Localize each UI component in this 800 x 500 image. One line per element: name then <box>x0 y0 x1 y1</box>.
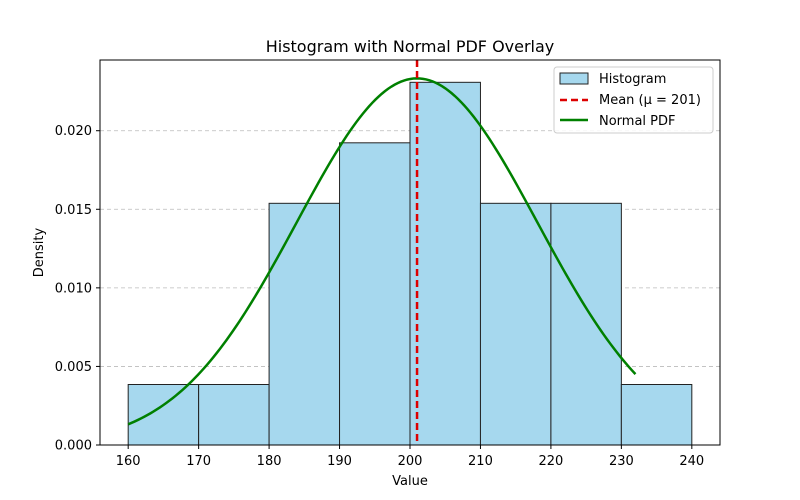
legend: Histogram Mean (μ = 201) Normal PDF <box>553 66 714 134</box>
legend-label-normal-pdf: Normal PDF <box>599 114 676 129</box>
axes-layer: 160 170 180 190 200 210 220 230 240 0.000 0.005 0.0… <box>55 124 704 469</box>
y-tick-label: 0.000 <box>55 439 92 454</box>
legend-label-mean: Mean (μ = 201) <box>599 93 701 108</box>
legend-box <box>553 66 714 134</box>
x-tick-label: 220 <box>538 454 563 469</box>
histogram-bar <box>409 81 481 446</box>
x-tick-label: 190 <box>327 454 352 469</box>
bars-layer <box>127 81 693 446</box>
x-tick-label: 230 <box>609 454 634 469</box>
histogram-bar <box>550 202 622 446</box>
x-tick-label: 240 <box>679 454 704 469</box>
x-tick-label: 170 <box>186 454 211 469</box>
x-tick-label: 180 <box>257 454 282 469</box>
normal-pdf-curve <box>127 77 637 426</box>
histogram-bar <box>268 202 341 446</box>
legend-label-histogram: Histogram <box>599 72 666 87</box>
histogram-bar <box>620 384 693 446</box>
y-tick-label: 0.020 <box>55 124 92 139</box>
histogram-bar <box>198 384 270 446</box>
legend-swatch-histogram <box>559 72 589 85</box>
histogram-bar <box>339 142 411 446</box>
chart-title: Histogram with Normal PDF Overlay <box>266 37 555 56</box>
x-axis-label: Value <box>392 474 428 489</box>
curve-layer <box>127 77 637 426</box>
histogram-bar <box>127 384 200 446</box>
y-tick-label: 0.015 <box>55 203 92 218</box>
x-tick-label: 160 <box>116 454 141 469</box>
y-tick-label: 0.010 <box>55 281 92 296</box>
y-axis-label: Density <box>32 227 47 277</box>
histogram-bar <box>479 202 552 446</box>
x-tick-label: 210 <box>468 454 493 469</box>
x-tick-label: 200 <box>398 454 423 469</box>
y-tick-label: 0.005 <box>55 360 92 375</box>
